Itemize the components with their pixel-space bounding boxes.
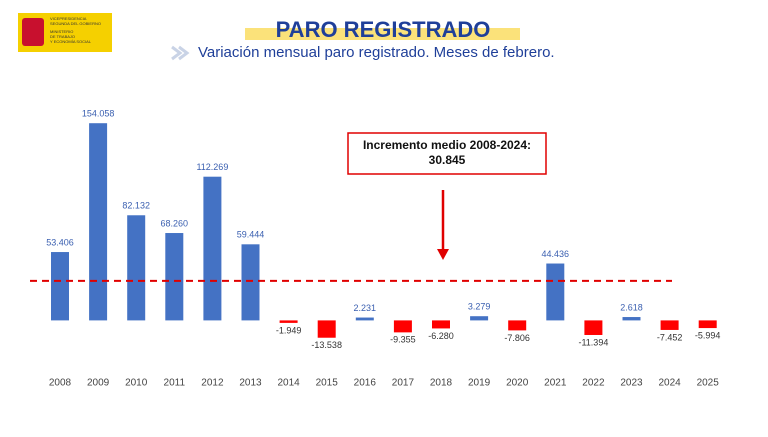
bar [622, 317, 641, 321]
value-label: 68.260 [161, 218, 189, 228]
x-tick-label: 2018 [430, 378, 453, 389]
value-label: 53.406 [46, 237, 74, 247]
bar [89, 123, 108, 321]
annotation-value: 30.845 [429, 153, 466, 167]
value-label: 44.436 [542, 249, 570, 259]
bar [51, 252, 69, 321]
value-label: -6.280 [428, 331, 454, 341]
bar [127, 215, 146, 321]
logo-text: SEGUNDA DEL GOBIERNO [50, 21, 101, 26]
x-tick-label: 2019 [468, 378, 491, 389]
x-tick-label: 2022 [582, 378, 605, 389]
x-tick-label: 2010 [125, 378, 148, 389]
annotation-arrowhead [437, 249, 449, 260]
x-tick-label: 2015 [316, 378, 339, 389]
x-tick-label: 2012 [201, 378, 224, 389]
bar [508, 320, 527, 331]
value-label: -9.355 [390, 335, 416, 345]
x-tick-label: 2020 [506, 378, 529, 389]
logo-emblem [22, 18, 44, 46]
x-tick-label: 2011 [164, 378, 186, 389]
value-label: 59.444 [237, 230, 265, 240]
bar [241, 244, 260, 321]
value-label: 82.132 [122, 201, 150, 211]
value-label: 2.231 [354, 303, 377, 313]
x-tick-label: 2016 [354, 378, 377, 389]
bar [432, 320, 450, 329]
value-label: -7.452 [657, 332, 683, 342]
logo-text: MINISTERIO [50, 29, 73, 34]
bar [470, 316, 489, 321]
value-label: 3.279 [468, 302, 491, 312]
value-label: -5.994 [695, 330, 721, 340]
bar [393, 320, 412, 333]
logo-text: VICEPRESIDENCIA [50, 16, 87, 21]
x-tick-label: 2025 [697, 378, 720, 389]
chevron-icon [171, 45, 190, 61]
bar [279, 320, 298, 323]
bar [165, 233, 184, 321]
x-tick-label: 2009 [87, 378, 110, 389]
x-tick-label: 2008 [49, 378, 72, 389]
logo-text: DE TRABAJO [50, 34, 75, 39]
logo-text: Y ECONOMÍA SOCIAL [50, 39, 92, 44]
bar [355, 317, 374, 321]
bar [584, 320, 603, 335]
value-label: -1.949 [276, 325, 302, 335]
bar [317, 320, 336, 338]
x-tick-label: 2017 [392, 378, 415, 389]
x-tick-label: 2014 [277, 378, 300, 389]
x-tick-label: 2024 [658, 378, 681, 389]
bar [698, 320, 717, 329]
bar [203, 176, 222, 321]
value-label: -7.806 [504, 333, 530, 343]
subtitle: Variación mensual paro registrado. Meses… [198, 44, 555, 61]
bar [660, 320, 679, 330]
value-label: 112.269 [196, 162, 228, 172]
value-label: 154.058 [82, 109, 115, 119]
annotation-box [347, 132, 547, 175]
value-label: -11.394 [578, 337, 608, 347]
x-tick-label: 2021 [544, 378, 567, 389]
title: PARO REGISTRADO [276, 17, 491, 42]
value-label: 2.618 [620, 302, 643, 312]
x-tick-label: 2023 [620, 378, 643, 389]
title-highlight [245, 28, 520, 40]
x-tick-label: 2013 [239, 378, 262, 389]
value-label: -13.538 [311, 340, 342, 350]
annotation-text: Incremento medio 2008-2024: [363, 138, 531, 152]
bar [546, 263, 565, 321]
